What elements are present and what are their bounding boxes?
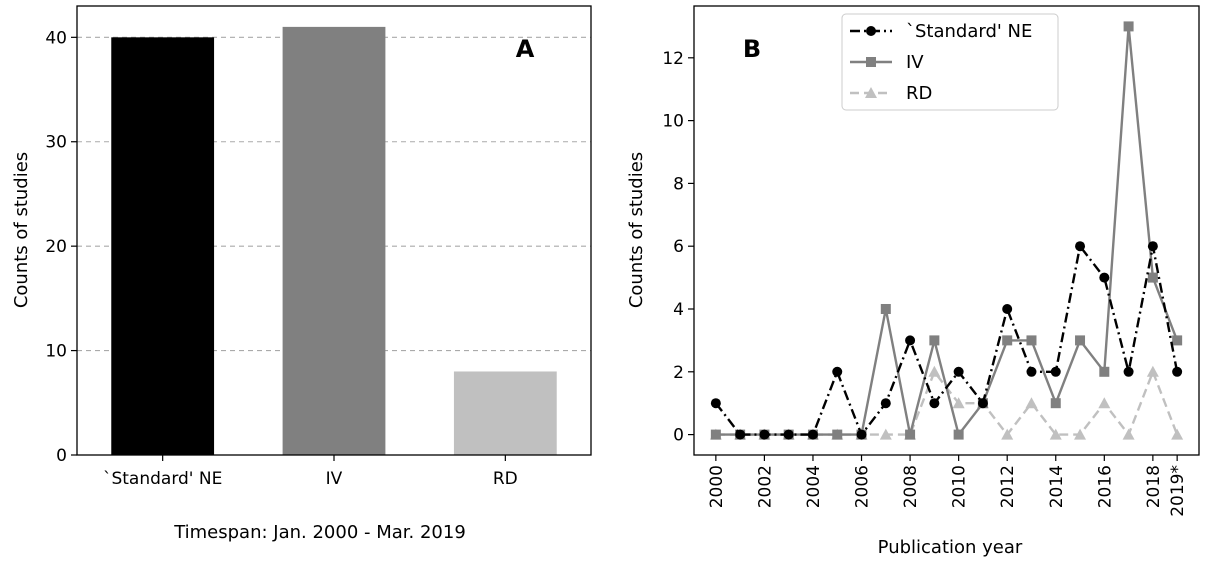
data-point — [953, 366, 964, 377]
data-point — [832, 429, 843, 440]
panel-a-letter: A — [516, 35, 535, 63]
data-point — [1146, 365, 1159, 377]
panel-a-x-tick-label: IV — [326, 469, 343, 489]
panel-a-bar — [453, 371, 557, 455]
data-point — [759, 429, 770, 440]
panel-b-x-tick-label: 2016 — [1095, 465, 1115, 508]
panel-b-x-tick-label: 2002 — [755, 465, 775, 508]
data-point — [1002, 303, 1013, 314]
panel-b-x-tick-label: 2012 — [998, 465, 1018, 508]
panel-b-x-axis-label: Publication year — [878, 537, 1023, 558]
data-point — [1172, 366, 1183, 377]
data-point — [1123, 366, 1134, 377]
data-point — [952, 397, 965, 409]
data-point — [1171, 428, 1184, 440]
data-point — [1075, 241, 1086, 252]
data-point — [1074, 428, 1087, 440]
panel-a-y-axis-label: Counts of studies — [11, 152, 32, 308]
panel-a-frame — [76, 5, 592, 456]
data-point — [1026, 366, 1037, 377]
data-point — [1075, 335, 1086, 346]
panel-b-x-tick-label: 2010 — [950, 465, 970, 508]
panel-b-frame — [693, 5, 1200, 456]
data-point — [879, 428, 892, 440]
panel-b-y-tick-label: 8 — [673, 174, 684, 194]
series-2 — [709, 365, 1184, 440]
data-point — [710, 429, 721, 440]
series-line — [714, 244, 1179, 436]
panel-a-y-tick-label: 0 — [56, 446, 67, 466]
panel-b-x-tick-label: 2000 — [707, 465, 727, 508]
panel-b-y-tick-label: 4 — [673, 300, 684, 320]
data-point — [807, 429, 818, 440]
panel-a-y-tick-label: 10 — [45, 342, 67, 362]
data-point — [1172, 335, 1183, 346]
series-line — [715, 370, 1179, 436]
panel-b-y-tick-label: 0 — [673, 426, 684, 446]
data-point — [856, 429, 867, 440]
data-point — [1049, 428, 1062, 440]
data-point — [1122, 428, 1135, 440]
data-point — [953, 429, 964, 440]
data-point — [1123, 21, 1134, 32]
data-point — [1050, 366, 1061, 377]
panel-b-x-tick-label: 2004 — [804, 465, 824, 508]
data-point — [1002, 335, 1013, 346]
panel-b-legend: `Standard' NE IV RD — [841, 13, 1059, 111]
legend-marker — [865, 87, 877, 98]
data-point — [905, 335, 916, 346]
panel-b-x-tick-label: 2008 — [901, 465, 921, 508]
panel-b-x-tick-label: 2006 — [853, 465, 873, 508]
data-point — [832, 366, 843, 377]
data-point — [1050, 398, 1061, 409]
panel-a-timespan-caption: Timespan: Jan. 2000 - Mar. 2019 — [173, 522, 466, 543]
panel-a-x-tick-label: `Standard' NE — [103, 469, 222, 489]
panel-a-bar-chart: 0 10 20 30 40 `Standard' NE IV RD A Counts of … — [11, 5, 592, 543]
panel-b-x-tick-label: 2014 — [1047, 465, 1067, 508]
panel-a-y-tick-label: 20 — [45, 237, 67, 257]
data-point — [1147, 272, 1158, 283]
data-point — [783, 429, 794, 440]
panel-b-x-tick-label: 2019* — [1168, 465, 1188, 517]
panel-b-y-tick-label: 10 — [662, 112, 684, 132]
data-point — [929, 335, 940, 346]
data-point — [1099, 366, 1110, 377]
legend-marker — [866, 26, 876, 36]
data-point — [1001, 428, 1014, 440]
data-point — [735, 429, 746, 440]
panel-b-y-tick-label: 6 — [673, 237, 684, 257]
panel-b-line-chart: 0 2 4 6 8 10 12 2000 2002 2004 2006 2008 2010 2012 20… — [626, 5, 1200, 558]
legend-marker — [866, 57, 876, 67]
legend-label: RD — [906, 83, 932, 104]
data-point — [880, 398, 891, 409]
data-point — [929, 398, 940, 409]
panel-b-y-axis-label: Counts of studies — [626, 152, 647, 308]
data-point — [977, 398, 988, 409]
data-point — [1099, 272, 1110, 283]
panel-b-y-tick-label: 12 — [662, 49, 684, 69]
data-point — [1147, 241, 1158, 252]
panel-b-y-tick-label: 2 — [673, 363, 684, 383]
data-point — [1025, 397, 1038, 409]
legend-label: IV — [906, 52, 924, 73]
panel-a-y-tick-label: 40 — [45, 28, 67, 48]
data-point — [880, 303, 891, 314]
data-point — [928, 365, 941, 377]
panel-a-y-tick-label: 30 — [45, 133, 67, 153]
data-point — [1098, 397, 1111, 409]
data-point — [905, 429, 916, 440]
legend-label: `Standard' NE — [906, 21, 1032, 42]
panel-a-x-tick-label: RD — [493, 469, 518, 489]
panel-b-x-tick-label: 2018 — [1144, 465, 1164, 508]
panel-a-bar — [282, 26, 386, 455]
data-point — [710, 398, 721, 409]
series-0 — [710, 241, 1183, 440]
legend-box — [841, 13, 1059, 111]
panel-b-letter: B — [743, 35, 761, 63]
panel-a-bar — [111, 37, 215, 455]
data-point — [1026, 335, 1037, 346]
